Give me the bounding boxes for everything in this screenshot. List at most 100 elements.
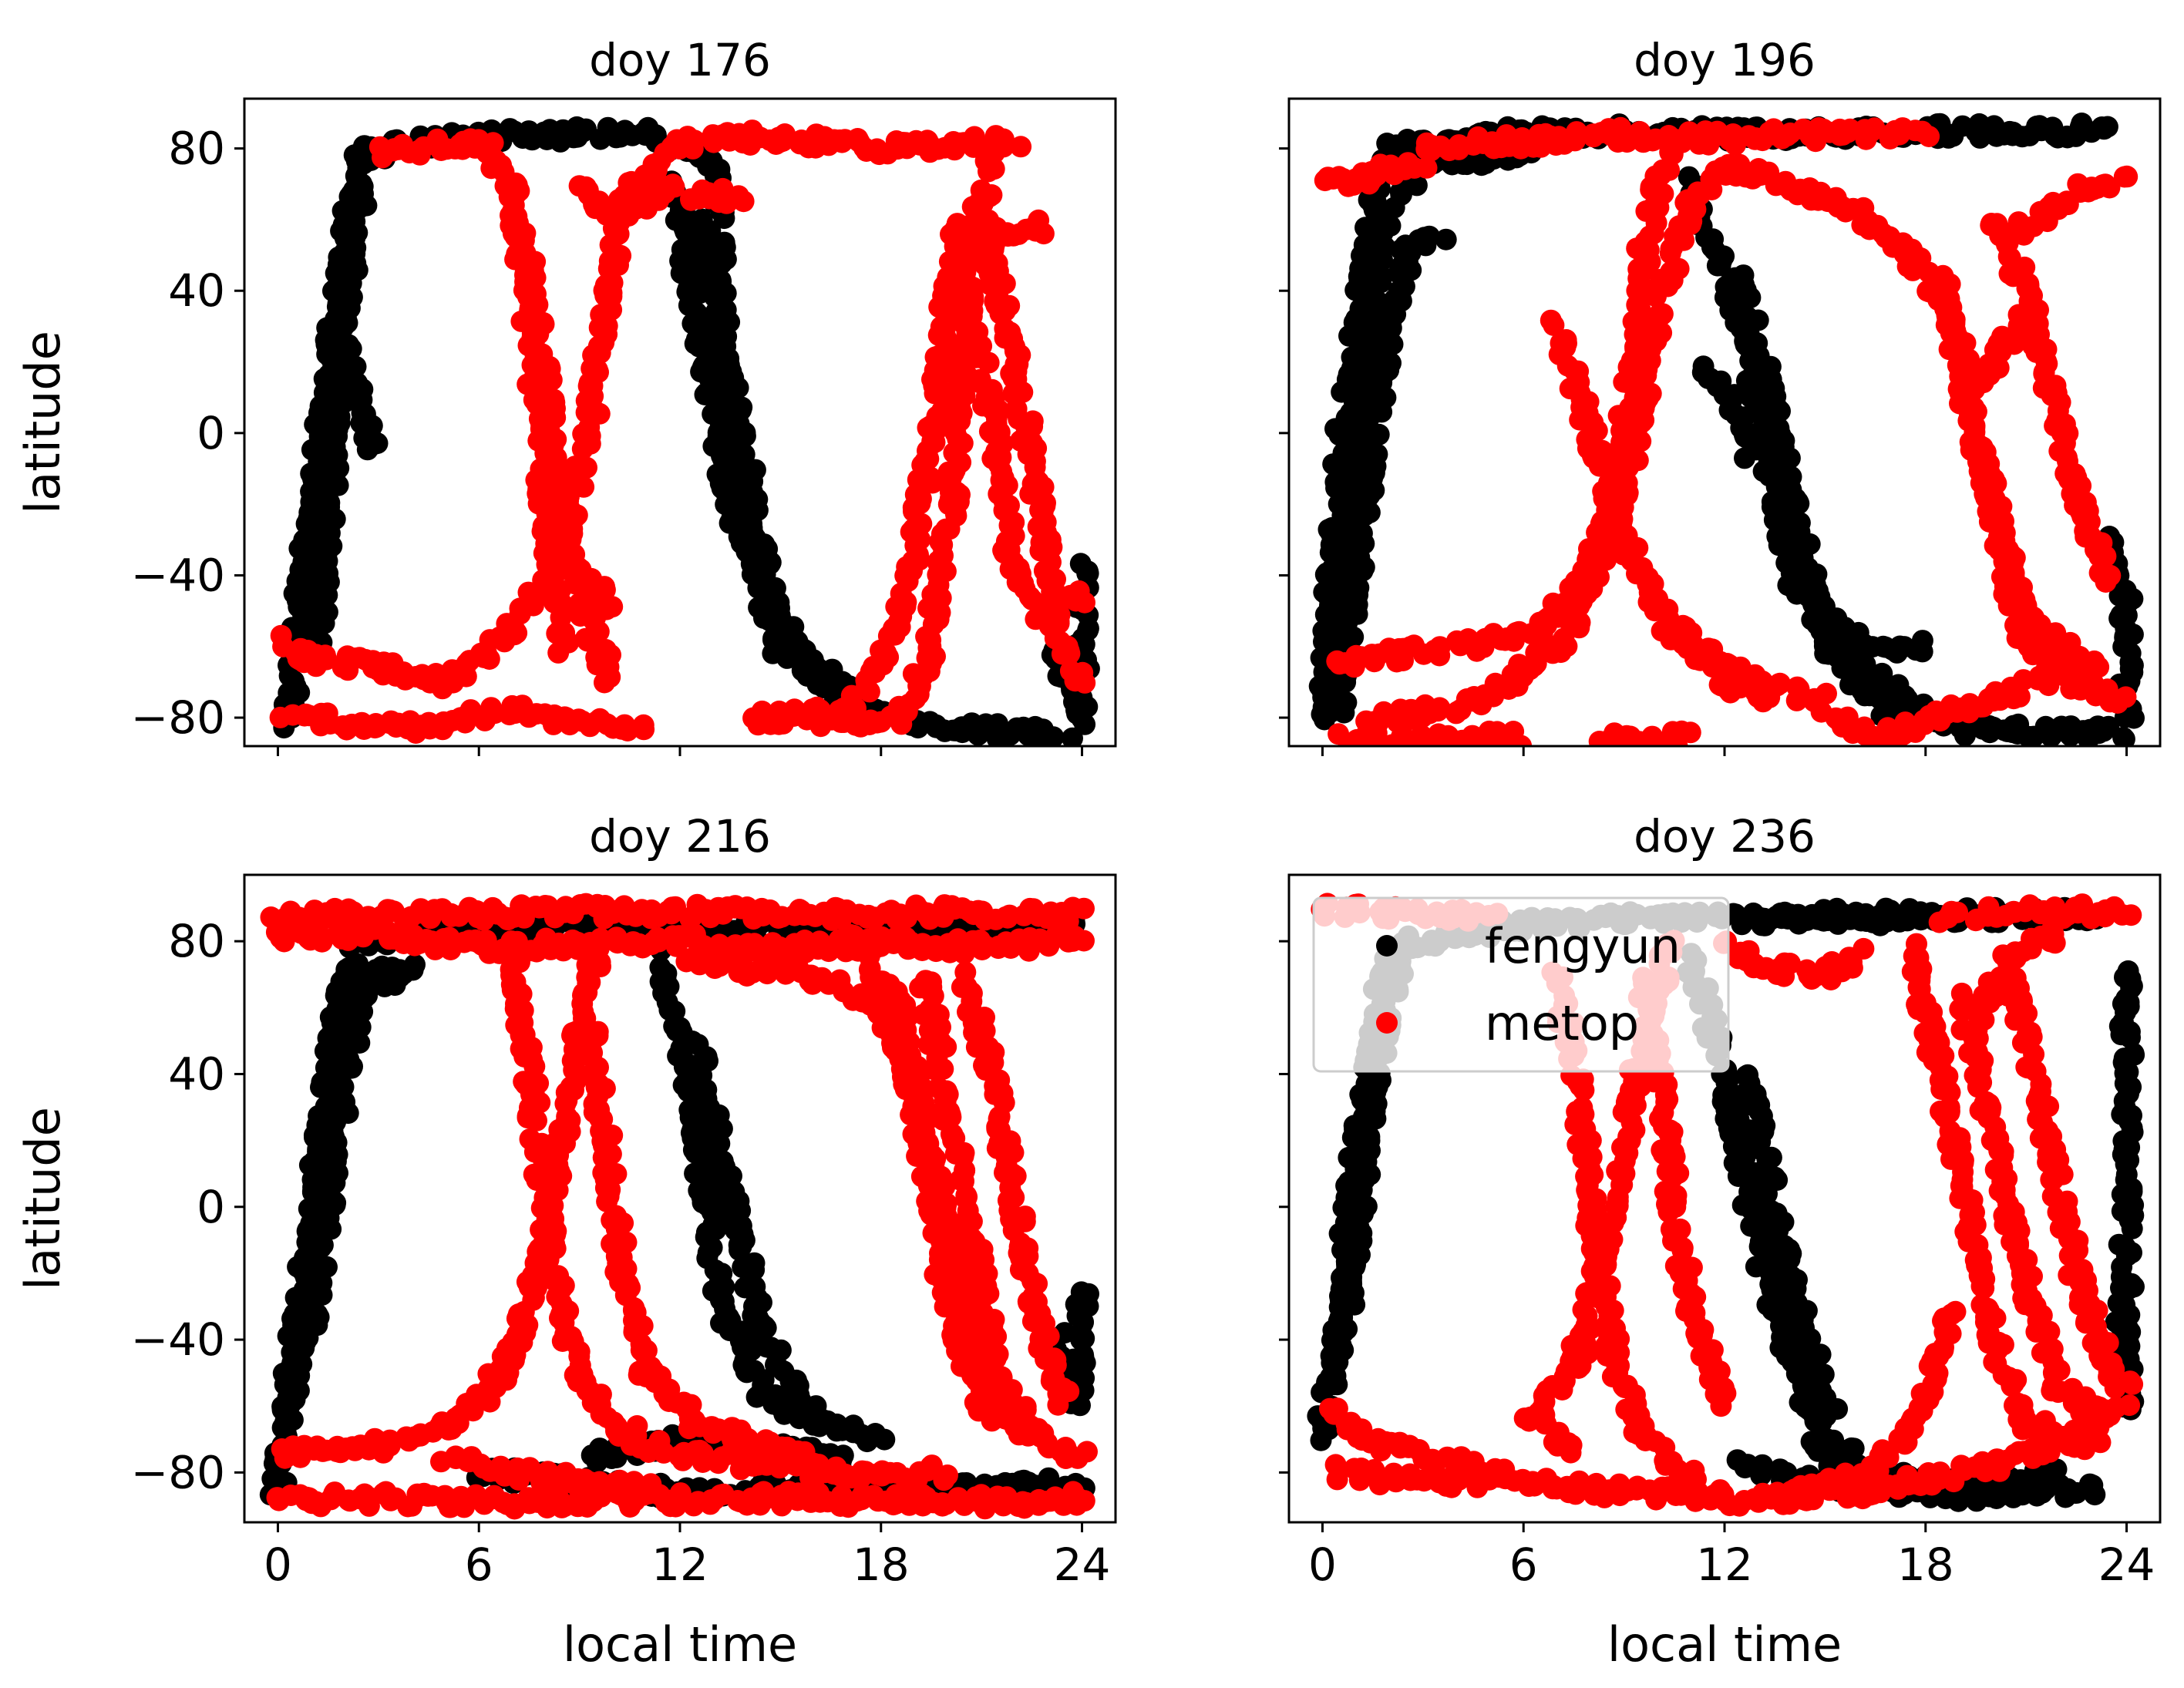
data-point [539,370,561,392]
data-point [325,395,348,417]
data-point [342,212,364,234]
data-point [2095,571,2117,593]
data-point [1651,321,1673,344]
data-point [1722,123,1745,145]
data-point [547,641,570,664]
data-point [2008,685,2031,708]
data-point [1073,1327,1095,1350]
data-point [708,1132,731,1155]
data-point [805,1395,827,1417]
data-point [683,1493,705,1515]
data-point [1563,129,1586,152]
panel-title: doy 216 [589,810,771,862]
data-point [1679,721,1701,744]
data-point [1032,223,1055,245]
data-point [947,428,969,450]
data-point [311,930,333,953]
data-point [2115,165,2138,187]
data-point [1902,259,1924,281]
data-point [1435,228,1457,251]
data-point [1788,678,1810,700]
series-metop [1314,116,2139,746]
data-point [924,346,947,368]
data-point [1427,700,1449,722]
data-point [533,121,555,143]
data-point [2115,686,2137,708]
data-point [402,959,424,981]
data-point [2068,645,2091,667]
data-point [978,351,1000,374]
data-point [1586,419,1608,442]
series-metop [260,893,1098,1520]
data-point [594,671,615,694]
data-point [2094,173,2116,196]
data-point [1073,897,1095,920]
data-point [311,1234,334,1256]
data-point [2112,726,2135,746]
data-point [1863,117,1886,140]
data-point [1070,1281,1092,1303]
panel-title: doy 196 [1634,34,1816,86]
data-point [910,488,932,510]
data-point [580,626,603,648]
series-metop [269,119,1096,744]
data-point [1543,314,1565,336]
data-point [946,213,968,235]
data-point [988,133,1010,155]
data-point [697,1242,719,1264]
data-point [959,304,981,327]
data-point [2056,660,2078,682]
y-tick-label: 40 [168,264,225,317]
y-tick-label: −40 [131,549,225,601]
data-point [507,1303,530,1325]
data-point [1764,415,1786,437]
data-point [1052,587,1074,610]
panel-2: doy 196 [1279,34,2162,756]
data-point [1042,726,1065,746]
data-point [1058,644,1080,666]
data-point [1739,287,1762,309]
scatter-points [259,893,1099,1520]
data-point [2095,545,2117,567]
scatter-points [1308,113,2145,746]
data-point [732,190,755,213]
data-point [519,299,541,321]
y-tick-label: 80 [168,123,225,175]
data-point [376,920,399,943]
data-point [1021,589,1043,610]
data-point [2056,446,2078,469]
data-point [1635,381,1657,403]
data-point [1701,656,1724,678]
data-point [950,451,972,473]
data-point [1871,662,1893,684]
data-point [1064,925,1086,947]
data-point [366,432,389,455]
data-point [352,176,374,197]
data-point [665,896,686,918]
data-point [1418,225,1440,247]
data-point [949,483,971,506]
data-point [605,1447,628,1468]
data-point [997,906,1019,929]
data-point [379,1429,401,1451]
data-point [1649,302,1671,324]
data-point [1709,254,1731,277]
data-point [480,697,503,719]
data-point [1415,156,1438,179]
data-point [504,620,527,642]
data-point [294,1331,317,1353]
scatter-points [269,116,1100,746]
data-point [1366,266,1388,288]
data-point [1918,126,1940,147]
data-point [1077,619,1099,641]
data-point [759,553,781,575]
data-point [2015,304,2038,327]
data-point [873,1428,896,1451]
data-point [595,598,618,620]
data-point [2088,656,2110,678]
data-point [594,579,616,601]
data-point [1073,1490,1095,1512]
